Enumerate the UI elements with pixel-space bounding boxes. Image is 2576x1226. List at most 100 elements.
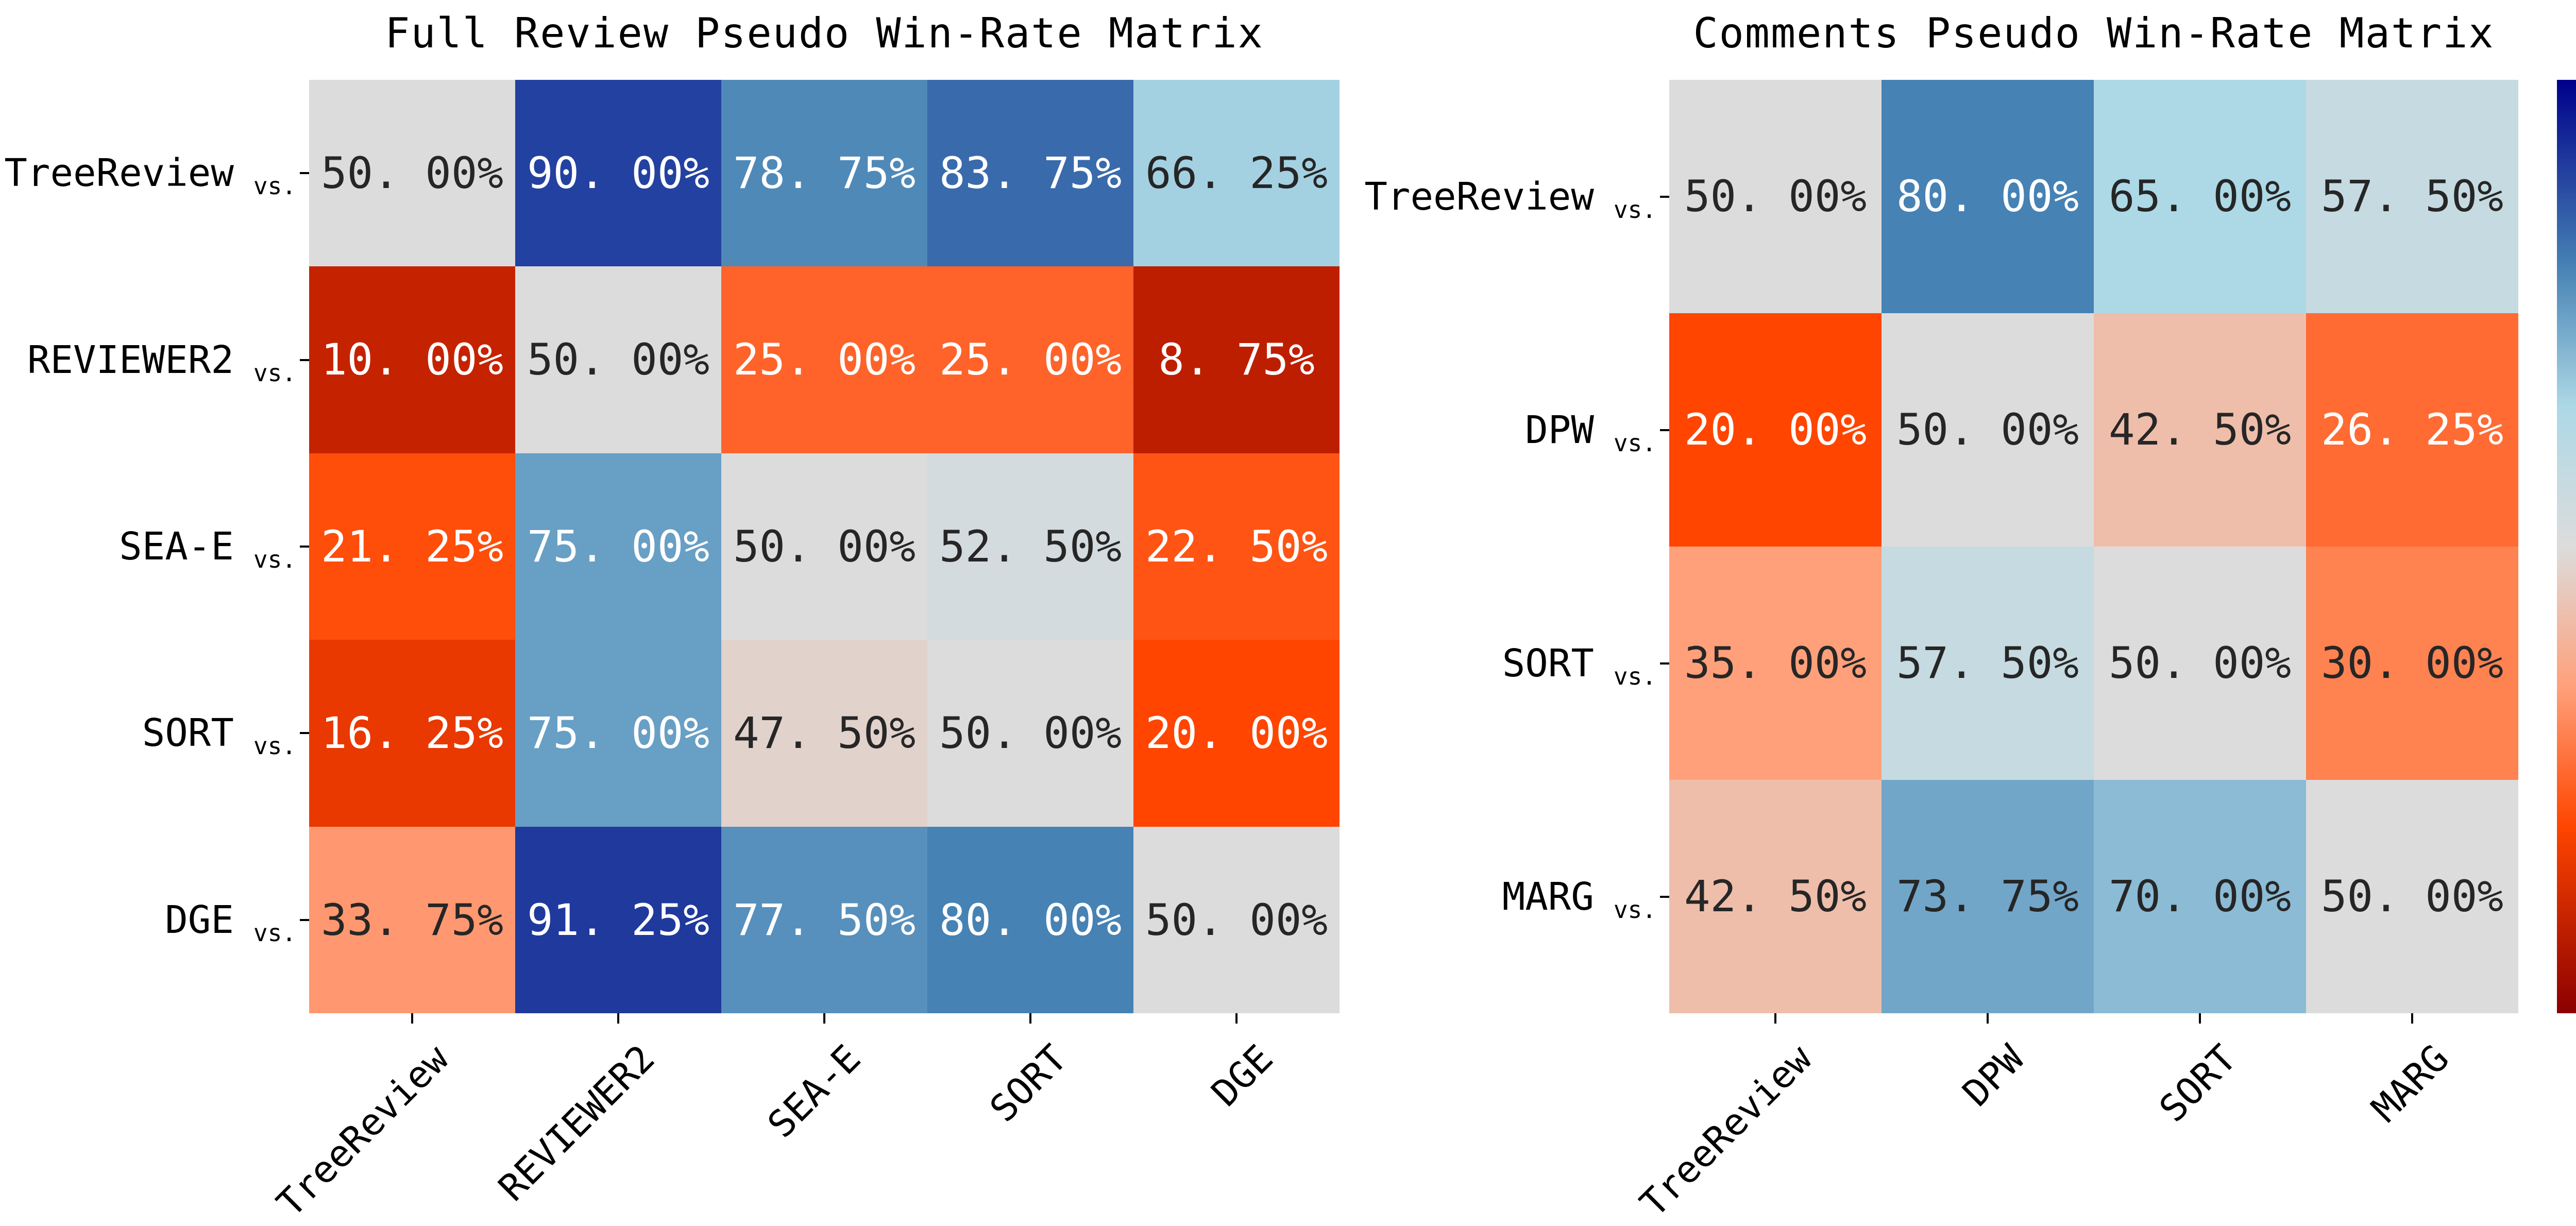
heatmap-cell: 42. 50% (1669, 780, 1882, 1013)
x-tick (1235, 1013, 1238, 1024)
x-axis-label: MARG (2363, 1036, 2457, 1131)
row-label: DGE vs. (165, 884, 296, 956)
y-tick (1660, 895, 1669, 898)
x-tick (2199, 1013, 2201, 1024)
heatmap-cell: 50. 00% (927, 640, 1133, 827)
x-axis-label: DGE (1203, 1036, 1281, 1115)
heatmap-cell: 78. 75% (721, 80, 927, 267)
heatmap-cell: 57. 50% (2306, 80, 2518, 313)
x-axis-label: TreeReview (268, 1036, 457, 1225)
heatmap-cell: 80. 00% (1882, 80, 2094, 313)
row-label-vs-suffix: vs. (253, 918, 296, 947)
row-label-vs-suffix: vs. (1613, 195, 1656, 224)
y-tick (300, 918, 309, 921)
heatmap-full-review: 50. 00% 90. 00% 78. 75% 83. 75% 66. 25% 10. 0… (309, 80, 1340, 1013)
y-tick (300, 172, 309, 175)
x-tick (617, 1013, 619, 1024)
y-tick (300, 546, 309, 548)
heatmap-cell: 73. 75% (1882, 780, 2094, 1013)
x-tick (1774, 1013, 1776, 1024)
heatmap-cell: 90. 00% (515, 80, 721, 267)
heatmap-cell: 50. 00% (1133, 826, 1340, 1013)
row-label-name: SEA-E (119, 524, 234, 569)
colorbar-gradient (2557, 80, 2576, 1013)
row-label-name: SORT (142, 711, 234, 756)
heatmap-cell: 65. 00% (2094, 80, 2306, 313)
row-label-vs-suffix: vs. (1613, 429, 1656, 457)
row-label: SEA-E vs. (119, 510, 296, 583)
row-label: DPW vs. (1525, 394, 1656, 466)
x-axis-label: TreeReview (1631, 1036, 1820, 1225)
heatmap-cell: 52. 50% (927, 453, 1133, 640)
x-axis-label: SORT (981, 1036, 1075, 1131)
heatmap-cell: 21. 25% (309, 453, 515, 640)
x-tick (1987, 1013, 1989, 1024)
heatmap-cell: 25. 00% (927, 266, 1133, 453)
heatmap-cell: 50. 00% (515, 266, 721, 453)
heatmap-cell: 83. 75% (927, 80, 1133, 267)
y-tick (300, 359, 309, 361)
heatmap-cell: 16. 25% (309, 640, 515, 827)
heatmap-cell: 20. 00% (1669, 313, 1882, 547)
row-label-vs-suffix: vs. (1613, 662, 1656, 690)
heatmap-cell: 70. 00% (2094, 780, 2306, 1013)
heatmap-cell: 30. 00% (2306, 547, 2518, 780)
row-label-name: DPW (1525, 407, 1594, 452)
row-label: TreeReview vs. (4, 137, 296, 209)
y-tick (300, 732, 309, 735)
row-label-vs-suffix: vs. (253, 546, 296, 573)
row-label-name: TreeReview (1364, 174, 1594, 219)
heatmap-cell: 77. 50% (721, 826, 927, 1013)
heatmap-cell: 35. 00% (1669, 547, 1882, 780)
x-tick (823, 1013, 825, 1024)
row-label: SORT vs. (1502, 627, 1656, 700)
heatmap-cell: 25. 00% (721, 266, 927, 453)
row-label-vs-suffix: vs. (253, 359, 296, 387)
row-label-vs-suffix: vs. (253, 732, 296, 760)
heatmap-cell: 50. 00% (721, 453, 927, 640)
heatmap-cell: 20. 00% (1133, 640, 1340, 827)
heatmap-cell: 66. 25% (1133, 80, 1340, 267)
heatmap-cell: 22. 50% (1133, 453, 1340, 640)
row-label: REVIEWER2 vs. (27, 324, 296, 396)
y-tick (1660, 662, 1669, 665)
heatmap-cell: 75. 00% (515, 640, 721, 827)
x-axis-label: REVIEWER2 (490, 1036, 663, 1210)
heatmap-cell: 33. 75% (309, 826, 515, 1013)
x-axis-label: SORT (2150, 1036, 2245, 1131)
heatmap-cell: 50. 00% (2094, 547, 2306, 780)
x-axis-label: DPW (1954, 1036, 2032, 1115)
row-label: TreeReview vs. (1364, 161, 1656, 233)
left-heatmap-title: Full Review Pseudo Win-Rate Matrix (385, 9, 1264, 57)
heatmap-cell: 75. 00% (515, 453, 721, 640)
row-label: SORT vs. (142, 697, 296, 769)
heatmap-cell: 10. 00% (309, 266, 515, 453)
x-axis-label: SEA-E (759, 1036, 869, 1146)
row-label-name: DGE (165, 897, 234, 942)
heatmap-cell: 91. 25% (515, 826, 721, 1013)
heatmap-cell: 47. 50% (721, 640, 927, 827)
heatmap-cell: 50. 00% (2306, 780, 2518, 1013)
heatmap-cell: 42. 50% (2094, 313, 2306, 547)
heatmap-cell: 26. 25% (2306, 313, 2518, 547)
heatmap-cell: 80. 00% (927, 826, 1133, 1013)
row-label-name: REVIEWER2 (27, 337, 234, 382)
row-label-vs-suffix: vs. (1613, 895, 1656, 924)
row-label-vs-suffix: vs. (253, 172, 296, 200)
heatmap-cell: 50. 00% (1882, 313, 2094, 547)
y-tick (1660, 429, 1669, 431)
heatmap-cell: 8. 75% (1133, 266, 1340, 453)
y-tick (1660, 195, 1669, 198)
row-label-name: SORT (1502, 641, 1594, 686)
x-tick (1029, 1013, 1031, 1024)
x-tick (411, 1013, 413, 1024)
row-label: MARG vs. (1502, 861, 1656, 933)
heatmap-cell: 57. 50% (1882, 547, 2094, 780)
x-tick (2411, 1013, 2413, 1024)
row-label-name: MARG (1502, 874, 1594, 919)
right-heatmap-title: Comments Pseudo Win-Rate Matrix (1693, 9, 2495, 57)
heatmap-cell: 50. 00% (1669, 80, 1882, 313)
heatmap-cell: 50. 00% (309, 80, 515, 267)
heatmap-comments: 50. 00% 80. 00% 65. 00% 57. 50% 20. 00% 50. 0… (1669, 80, 2518, 1013)
